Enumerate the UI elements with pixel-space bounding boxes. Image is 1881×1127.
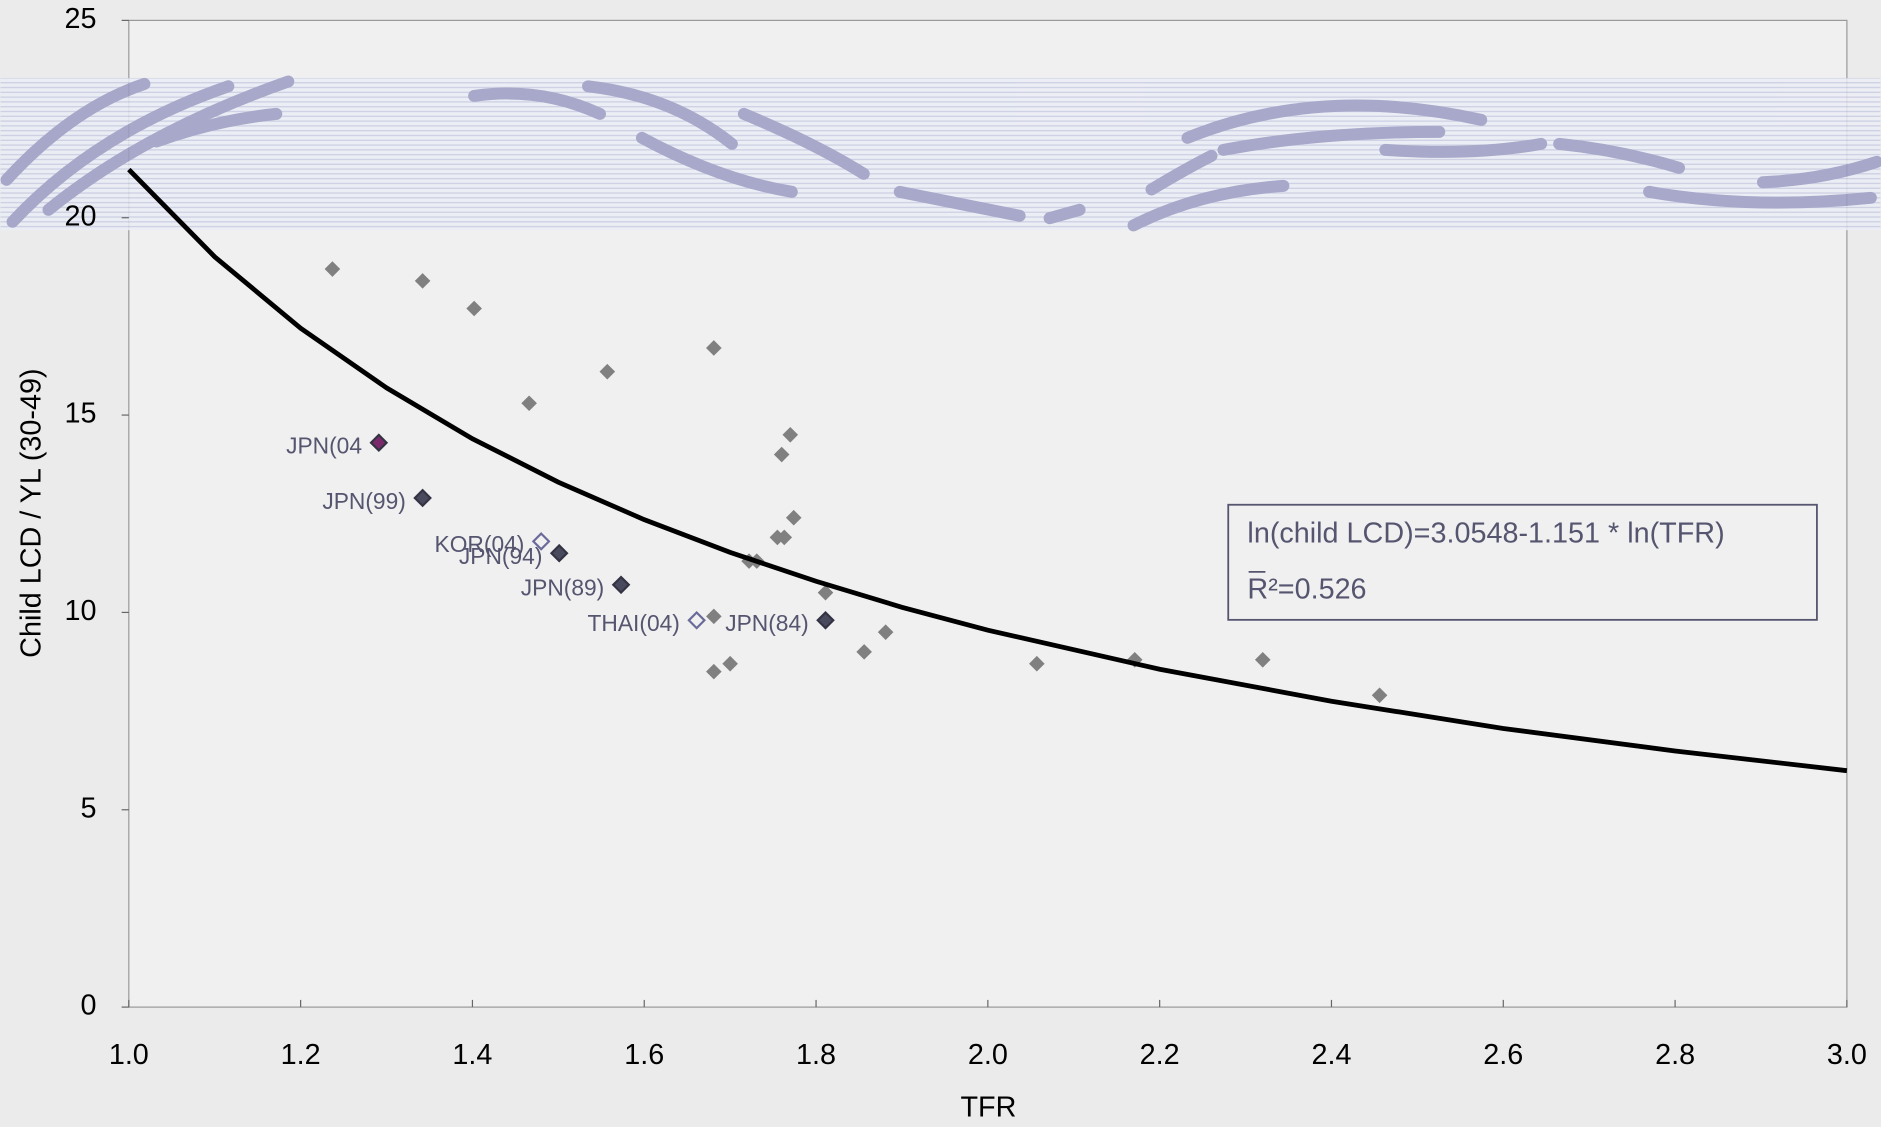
point-label: JPN(94)	[459, 543, 542, 569]
point	[413, 488, 432, 508]
x-tick-label: 3.0	[1827, 1039, 1867, 1071]
point	[531, 532, 551, 551]
x-axis-title: TFR	[960, 1092, 1016, 1124]
x-tick-label: 1.8	[796, 1039, 836, 1071]
point-label: JPN(89)	[521, 575, 605, 601]
annotation-box	[1227, 503, 1818, 621]
point	[466, 300, 482, 317]
point	[856, 644, 872, 660]
point	[324, 261, 341, 277]
y-axis-title: Child LCD / YL (30-49)	[15, 368, 47, 657]
point-label: JPN(04	[286, 433, 362, 459]
point	[782, 427, 799, 443]
x-tick-label: 1.0	[109, 1039, 149, 1071]
x-tick-label: 2.0	[968, 1039, 1008, 1071]
equation: ln(child LCD)=3.0548-1.151 * ln(TFR)	[1247, 517, 1724, 549]
x-tick-label: 1.2	[281, 1039, 321, 1071]
point	[549, 543, 569, 563]
fit-line	[127, 167, 1848, 774]
point	[706, 340, 722, 356]
x-tick-label: 1.6	[624, 1039, 664, 1071]
point	[369, 433, 389, 453]
point	[706, 663, 722, 680]
x-tick-label: 2.6	[1483, 1039, 1523, 1071]
point	[816, 610, 835, 630]
y-tick-label: 0	[80, 990, 96, 1022]
point	[706, 608, 722, 625]
x-tick-label: 2.4	[1311, 1039, 1351, 1071]
point-label: KOR(04)	[435, 531, 525, 557]
point	[414, 273, 431, 289]
x-tick-label: 2.8	[1655, 1039, 1695, 1071]
point	[687, 610, 706, 630]
point	[817, 584, 834, 601]
y-tick-label: 5	[80, 792, 96, 824]
x-tick-label: 2.2	[1140, 1039, 1180, 1071]
point-label: JPN(99)	[322, 488, 406, 514]
point	[521, 395, 537, 412]
decoration-band	[0, 75, 1881, 232]
r-squared: R²=0.526	[1247, 574, 1366, 606]
x-tick-label: 1.4	[452, 1039, 492, 1071]
point	[722, 655, 738, 672]
point	[599, 363, 616, 380]
point	[776, 529, 793, 546]
y-tick-label: 20	[64, 200, 96, 232]
y-tick-label: 15	[64, 398, 96, 430]
y-tick-label: 25	[64, 3, 96, 35]
point-label: THAI(04)	[588, 610, 680, 636]
point	[773, 446, 790, 463]
point	[877, 624, 894, 640]
point-label: JPN(84)	[725, 610, 809, 636]
point	[785, 509, 802, 526]
y-tick-label: 10	[64, 595, 96, 627]
point	[611, 575, 631, 595]
